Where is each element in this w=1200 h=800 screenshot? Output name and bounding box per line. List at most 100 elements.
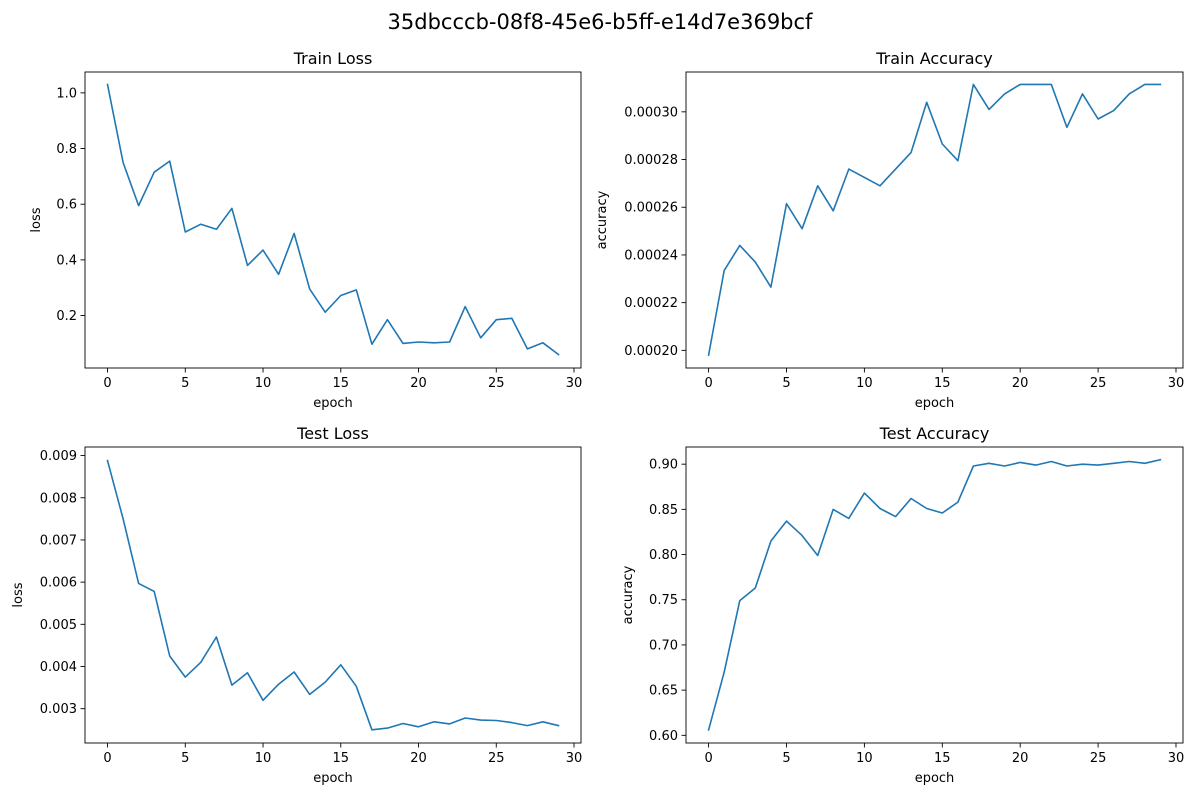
data-point [324,681,326,683]
data-point [1035,83,1037,85]
data-point [106,83,108,85]
data-point [801,228,803,230]
data-point [1159,83,1161,85]
data-point [1113,109,1115,111]
data-point [464,305,466,307]
data-point [957,160,959,162]
data-point [495,319,497,321]
x-tick-label: 15 [333,376,350,391]
y-tick-label: 0.85 [649,503,678,518]
data-point [137,582,139,584]
data-point [941,512,943,514]
data-point [1144,462,1146,464]
data-point [137,204,139,206]
y-tick-label: 0.007 [40,533,77,548]
y-tick-label: 0.6 [56,198,77,213]
data-point [215,636,217,638]
data-point [433,721,435,723]
chart-3: Test Loss 0 5 10 15 20 25 30 0.003 0.004 0.005 0.00… [11,424,582,786]
x-tick-label: 0 [103,376,111,391]
y-tick-label: 0.90 [649,458,678,473]
data-point [1081,463,1083,465]
y-tick-label: 0.008 [40,491,77,506]
data-point [153,171,155,173]
data-point [417,726,419,728]
data-point [402,722,404,724]
data-point [941,143,943,145]
x-tick-label: 20 [1012,751,1029,766]
y-tick-label: 0.009 [40,449,77,464]
data-point [1003,465,1005,467]
data-point [402,342,404,344]
data-point [340,294,342,296]
data-point [957,501,959,503]
data-point [1066,465,1068,467]
x-tick-label: 10 [255,751,272,766]
x-tick-label: 25 [1090,751,1107,766]
y-tick-label: 0.2 [56,309,77,324]
data-point [754,587,756,589]
data-point [1128,460,1130,462]
x-axis-label: epoch [915,771,955,786]
x-tick-label: 10 [856,751,873,766]
chart-title: Train Loss [293,49,373,68]
data-point [246,264,248,266]
y-tick-label: 0.00022 [624,296,678,311]
data-point [707,729,709,731]
data-point [832,508,834,510]
data-point [1113,462,1115,464]
x-tick-label: 25 [488,751,505,766]
data-point [184,676,186,678]
data-point [200,661,202,663]
data-point [1019,83,1021,85]
y-tick-label: 0.00028 [624,153,678,168]
chart-2: Train Accuracy 0 5 10 15 20 25 30 0.00020 0.00022… [595,49,1184,411]
data-point [785,203,787,205]
data-point [1003,93,1005,95]
data-point [355,685,357,687]
data-point [433,342,435,344]
data-point [309,288,311,290]
data-point [153,590,155,592]
x-tick-label: 30 [566,751,583,766]
y-tick-label: 0.004 [40,660,77,675]
data-point [448,723,450,725]
data-point [215,228,217,230]
data-point [231,684,233,686]
y-tick-label: 0.005 [40,618,77,633]
data-point [557,724,559,726]
x-tick-label: 10 [255,376,272,391]
series-line [106,83,560,356]
x-tick-label: 20 [410,751,427,766]
data-point [770,286,772,288]
data-point [1066,126,1068,128]
data-point [739,244,741,246]
y-axis-label: loss [11,582,26,607]
data-point [184,231,186,233]
data-point [526,348,528,350]
data-point [832,210,834,212]
data-point [879,507,881,509]
data-point [200,223,202,225]
data-point [480,337,482,339]
data-point [386,319,388,321]
data-point [1050,83,1052,85]
data-point [417,341,419,343]
y-tick-label: 1.0 [56,86,77,101]
data-point [371,343,373,345]
x-tick-label: 0 [704,751,712,766]
axes-frame [84,446,582,744]
x-tick-label: 15 [333,751,350,766]
data-point [262,249,264,251]
data-point [1097,464,1099,466]
data-point [246,672,248,674]
data-point [723,671,725,673]
y-tick-label: 0.00024 [624,248,678,263]
data-point [1159,459,1161,461]
data-point [910,497,912,499]
data-point [910,151,912,153]
y-tick-label: 0.8 [56,142,77,157]
data-point [169,160,171,162]
data-point [511,317,513,319]
data-point [542,721,544,723]
